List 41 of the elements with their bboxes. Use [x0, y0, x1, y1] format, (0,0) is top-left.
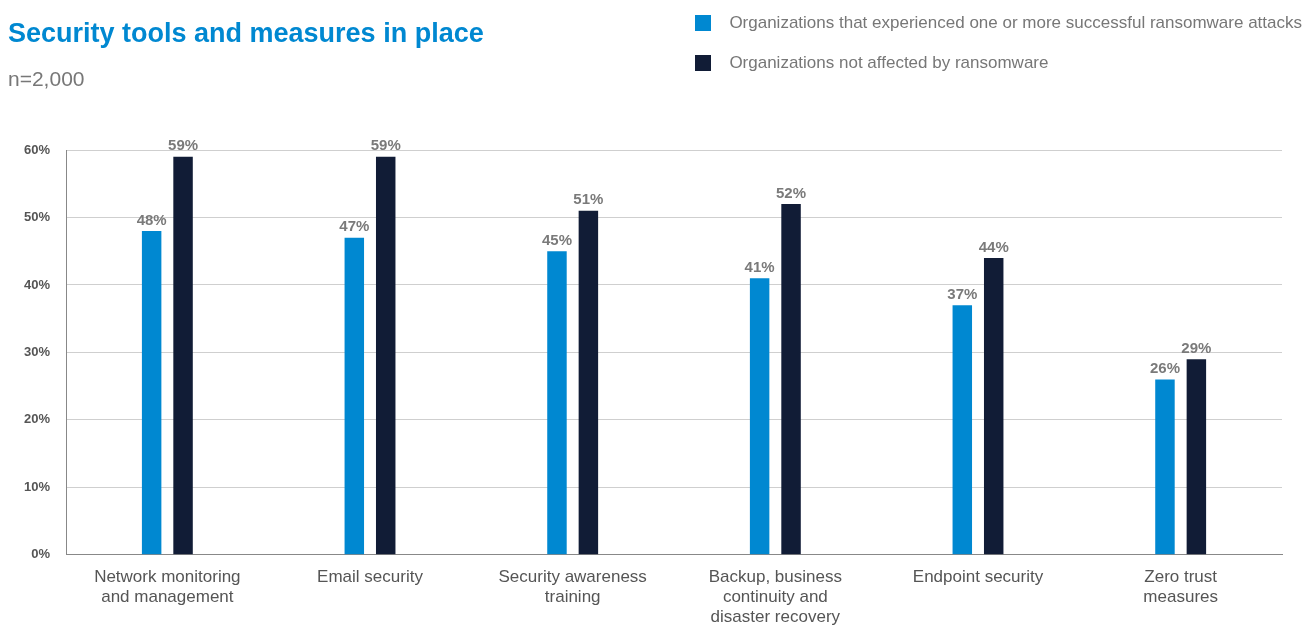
y-tick-label: 0% [31, 546, 51, 562]
bar [1155, 379, 1175, 555]
data-label: 47% [339, 217, 370, 235]
bar [141, 230, 162, 555]
data-label: 29% [1181, 338, 1212, 356]
y-tick-label: 30% [23, 343, 51, 359]
y-tick-label: 40% [23, 276, 51, 292]
y-tick-label: 50% [23, 209, 51, 225]
bar [1186, 359, 1207, 555]
y-tick-label: 20% [23, 411, 51, 427]
chart-title: Security tools and measures in place [8, 18, 484, 49]
bar [578, 210, 599, 555]
data-label: 45% [541, 230, 572, 248]
bar [344, 237, 365, 555]
data-label: 51% [573, 190, 604, 208]
x-tick-label: Backup, business continuity and disaster recovery [708, 566, 842, 627]
data-label: 37% [947, 284, 978, 302]
bar [952, 305, 973, 555]
data-label: 48% [136, 210, 167, 228]
data-label: 59% [370, 136, 401, 154]
legend-label: Organizations not affected by ransomware [729, 53, 1049, 73]
legend-label: Organizations that experienced one or more successful ransomware attacks [729, 13, 1302, 33]
data-label: 44% [978, 237, 1009, 255]
data-label: 26% [1149, 359, 1180, 377]
x-tick-label: Security awareness training [498, 566, 647, 607]
bar [547, 251, 567, 555]
data-label: 59% [168, 136, 199, 154]
data-label: 41% [744, 257, 775, 275]
x-tick-label: Email security [317, 566, 424, 586]
bar [375, 156, 396, 555]
x-tick-label: Zero trust measures [1143, 566, 1218, 607]
bar [749, 278, 770, 555]
bar [781, 203, 801, 555]
chart-subtitle: n=2,000 [8, 67, 86, 91]
y-tick-label: 10% [23, 478, 51, 494]
x-tick-label: Endpoint security [912, 566, 1044, 586]
data-label: 52% [776, 183, 807, 201]
bar [983, 257, 1004, 555]
y-tick-label: 60% [23, 141, 51, 157]
x-tick-label: Network monitoring and management [94, 566, 241, 607]
bar [173, 156, 193, 555]
